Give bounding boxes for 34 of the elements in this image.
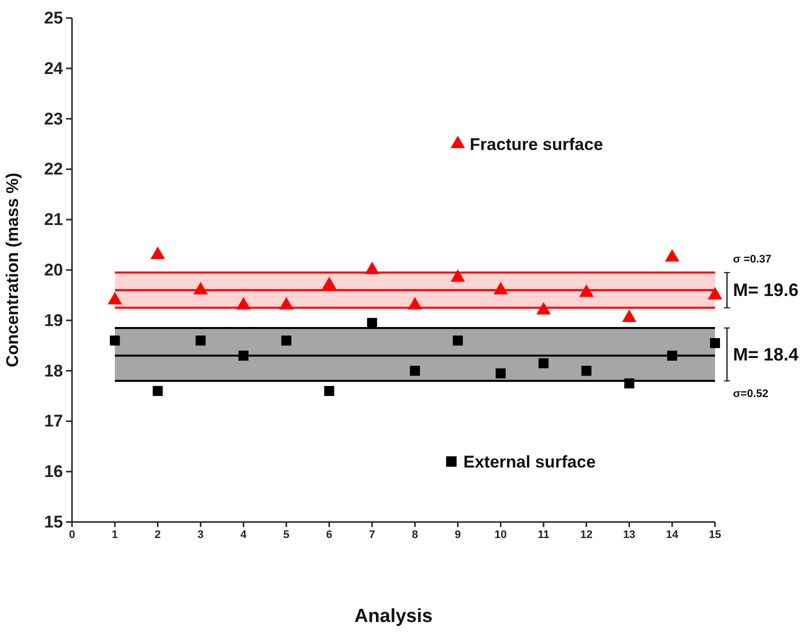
legend-label: Fracture surface	[470, 135, 604, 154]
x-axis-title: Analysis	[354, 606, 433, 627]
text: M= 18.4	[733, 344, 799, 364]
x-tick-label: 10	[494, 528, 507, 541]
x-tick-label: 7	[369, 528, 376, 541]
x-tick-label: 2	[154, 528, 161, 541]
y-tick-label: 20	[44, 260, 63, 280]
y-tick-label: 24	[44, 58, 64, 78]
text: σ=0.52	[733, 388, 768, 400]
x-tick-label: 0	[68, 528, 76, 541]
y-tick-label: 17	[44, 412, 63, 431]
y-tick-label: 22	[44, 160, 63, 179]
legend-label: External surface	[463, 452, 596, 472]
x-tick-label: 4	[240, 528, 248, 541]
y-tick-label: 16	[44, 462, 63, 482]
x-tick-label: 3	[198, 528, 204, 541]
x-tick-label: 9	[454, 528, 461, 541]
text: σ =0.37	[733, 254, 772, 266]
x-tick-label: 6	[326, 528, 332, 541]
text: M= 19.6	[733, 280, 799, 300]
y-tick-label: 23	[44, 109, 63, 128]
y-axis-title: Concentration (mass %)	[3, 172, 22, 368]
x-tick-label: 8	[412, 528, 418, 541]
y-tick-label: 21	[44, 210, 63, 230]
x-tick-label: 12	[580, 528, 593, 541]
x-tick-label: 13	[623, 528, 636, 541]
x-tick-label: 5	[283, 528, 290, 541]
y-tick-label: 18	[44, 361, 63, 380]
y-tick-label: 19	[44, 310, 63, 330]
x-tick-label: 11	[538, 528, 550, 541]
x-tick-label: 15	[708, 528, 722, 541]
x-tick-label: 14	[666, 528, 680, 541]
y-tick-label: 25	[44, 8, 63, 28]
x-tick-label: 1	[112, 528, 118, 541]
